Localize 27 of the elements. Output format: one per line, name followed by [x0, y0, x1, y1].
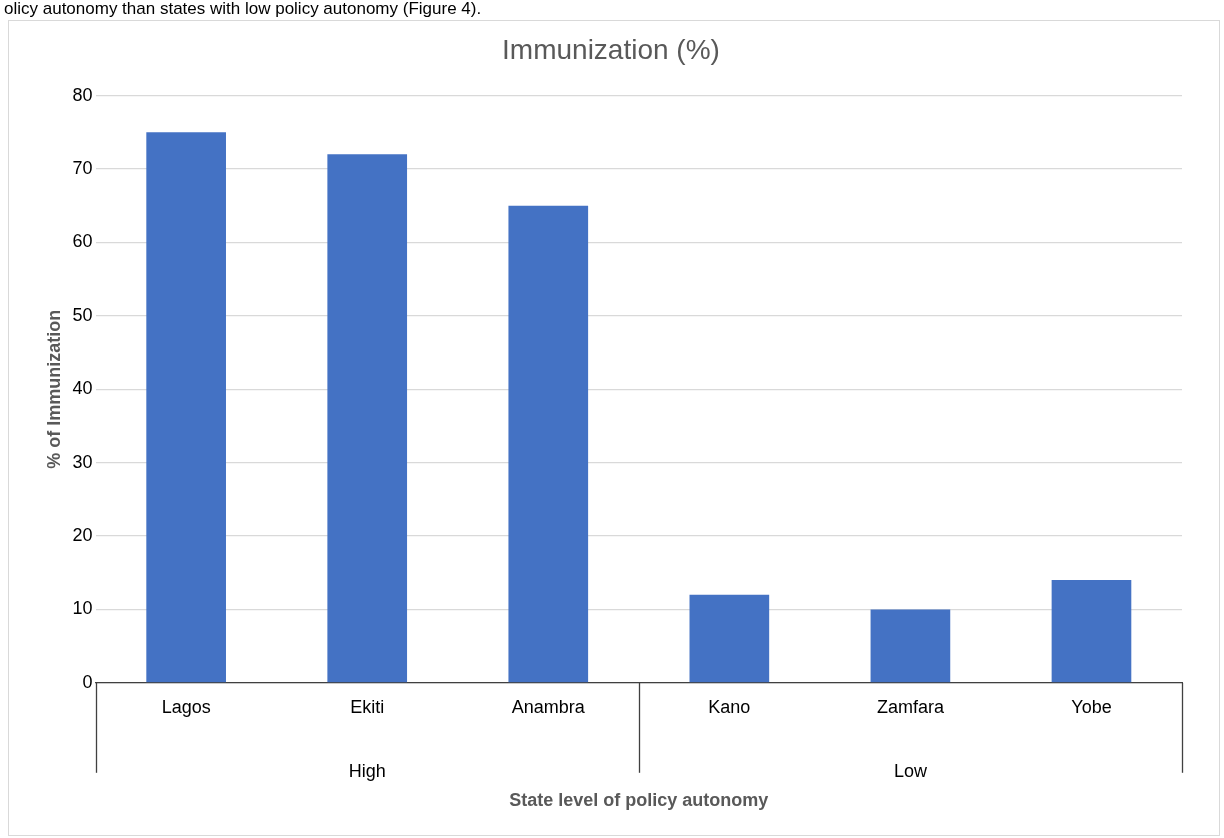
text: Low [893, 760, 928, 781]
bar [689, 594, 770, 683]
y-tick-label: 80 [72, 84, 93, 105]
bar [1051, 580, 1132, 683]
text: High [348, 760, 386, 781]
x-tick-label: Yobe [1071, 696, 1112, 717]
bar [508, 205, 589, 683]
y-tick-label: 20 [72, 524, 93, 545]
x-tick-label: Lagos [161, 696, 211, 717]
y-tick-label: 50 [72, 304, 93, 325]
chart-title: Immunization (%) [502, 33, 720, 65]
x-tick-label: Ekiti [350, 696, 385, 717]
bar [870, 609, 951, 683]
x-tick-label: Anambra [511, 696, 586, 717]
x-axis-title: State level of policy autonomy [509, 790, 769, 811]
x-tick-label: Zamfara [876, 696, 945, 717]
bar [327, 154, 408, 683]
bar [146, 132, 226, 683]
y-tick-label: 0 [82, 671, 93, 692]
y-tick-label: 60 [72, 231, 93, 252]
text: olicy autonomy than states with low policy autonomy (Figure 4). [4, 0, 482, 19]
y-tick-label: 10 [72, 598, 93, 619]
y-tick-label: 30 [72, 451, 93, 472]
y-axis-title: % of Immunization [43, 309, 64, 469]
y-tick-label: 70 [72, 157, 93, 178]
y-tick-label: 40 [72, 378, 93, 399]
x-tick-label: Kano [708, 696, 751, 717]
